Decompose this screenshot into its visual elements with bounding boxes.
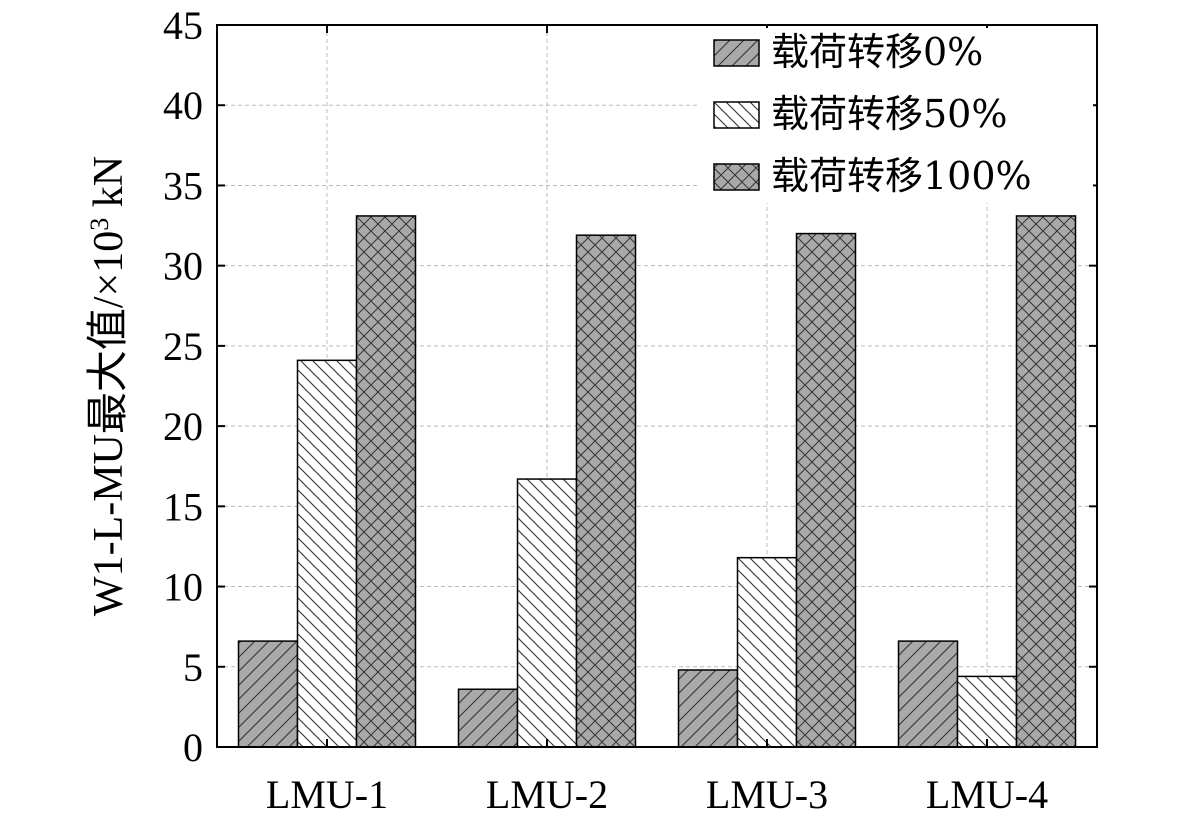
legend-swatch <box>713 101 760 129</box>
x-tick-label: LMU-2 <box>486 772 608 817</box>
x-tick-label: LMU-1 <box>266 772 388 817</box>
plot-frame <box>216 24 1098 748</box>
bar <box>736 556 798 748</box>
y-tick-label: 0 <box>183 725 203 770</box>
bar <box>296 359 358 748</box>
y-axis-title-main: W1-L-MU最大值/×10 <box>86 231 132 616</box>
x-tick-label: LMU-3 <box>706 772 828 817</box>
y-tick-label: 25 <box>163 324 203 369</box>
y-tick-label: 35 <box>163 163 203 208</box>
y-tick-label: 45 <box>163 3 203 48</box>
bar <box>795 232 857 748</box>
bar <box>897 640 959 748</box>
y-tick-label: 40 <box>163 83 203 128</box>
bar <box>956 675 1018 748</box>
legend-background <box>700 28 1093 203</box>
legend-swatch <box>713 39 760 67</box>
y-tick-label: 20 <box>163 404 203 449</box>
bar <box>575 234 637 748</box>
y-tick-label: 10 <box>163 565 203 610</box>
bar <box>457 688 519 748</box>
bars <box>237 215 1077 748</box>
y-axis-title: W1-L-MU最大值/×103 kN <box>85 156 132 616</box>
legend-swatch <box>713 163 760 191</box>
bar <box>677 669 739 748</box>
y-tick-label: 15 <box>163 484 203 529</box>
y-axis-title-unit: kN <box>86 156 132 218</box>
x-axis: LMU-1 LMU-2 LMU-3 LMU-4 <box>266 25 1048 817</box>
bar <box>355 215 417 748</box>
y-axis: 0 5 10 15 20 25 30 35 40 45 <box>163 3 1097 770</box>
legend-label: 载荷转移0% <box>771 30 983 74</box>
legend-label: 载荷转移50% <box>771 92 1007 136</box>
legend: 载荷转移0% 载荷转移50% 载荷转移100% <box>713 30 1032 198</box>
bar <box>1015 215 1077 748</box>
bar <box>237 640 299 748</box>
y-tick-label: 30 <box>163 244 203 289</box>
y-tick-label: 5 <box>183 645 203 690</box>
y-axis-title-sup: 3 <box>85 218 114 231</box>
x-tick-label: LMU-4 <box>926 772 1048 817</box>
legend-label: 载荷转移100% <box>771 154 1032 198</box>
bar <box>516 478 578 748</box>
